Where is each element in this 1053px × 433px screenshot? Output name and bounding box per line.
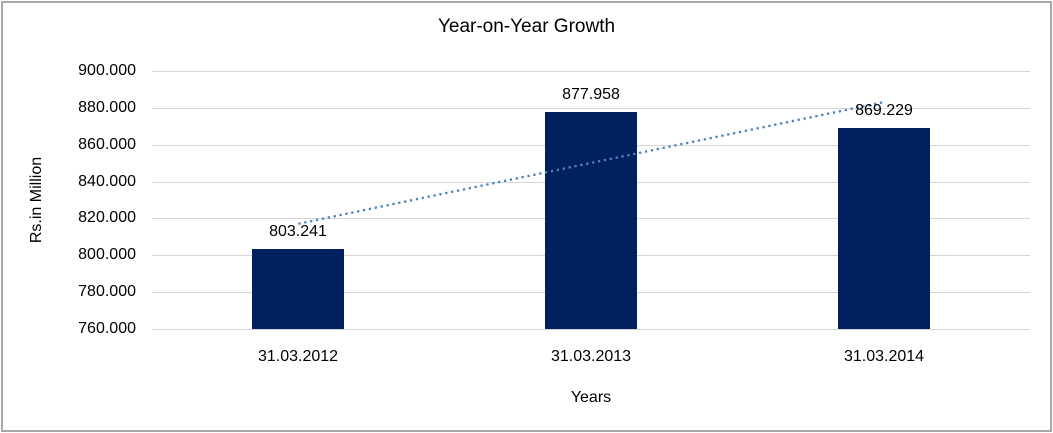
y-axis-tick-label: 800.000	[78, 246, 136, 263]
bar-value-label: 803.241	[269, 223, 327, 240]
x-axis-tick-label: 31.03.2012	[257, 348, 339, 365]
y-axis-tick-label: 840.000	[78, 173, 136, 190]
bar	[838, 128, 930, 329]
x-axis-tick-label: 31.03.2014	[843, 348, 925, 365]
y-axis-tick-label: 760.000	[78, 320, 136, 337]
x-axis-tick-label: 31.03.2013	[550, 348, 632, 365]
y-axis-tick-label: 860.000	[78, 136, 136, 153]
bar-value-label: 877.958	[562, 86, 620, 103]
y-axis-tick-label: 780.000	[78, 283, 136, 300]
y-axis-title: Rs.in Million	[28, 156, 45, 244]
y-axis-tick-label: 820.000	[78, 209, 136, 226]
x-axis-title: Years	[570, 389, 612, 406]
bar	[252, 249, 344, 329]
gridline	[152, 71, 1030, 72]
bar-value-label: 869.229	[855, 102, 913, 119]
bar	[545, 112, 637, 329]
chart-title: Year-on-Year Growth	[437, 16, 616, 37]
y-axis-tick-label: 900.000	[78, 62, 136, 79]
y-axis-tick-label: 880.000	[78, 99, 136, 116]
gridline	[152, 329, 1030, 330]
